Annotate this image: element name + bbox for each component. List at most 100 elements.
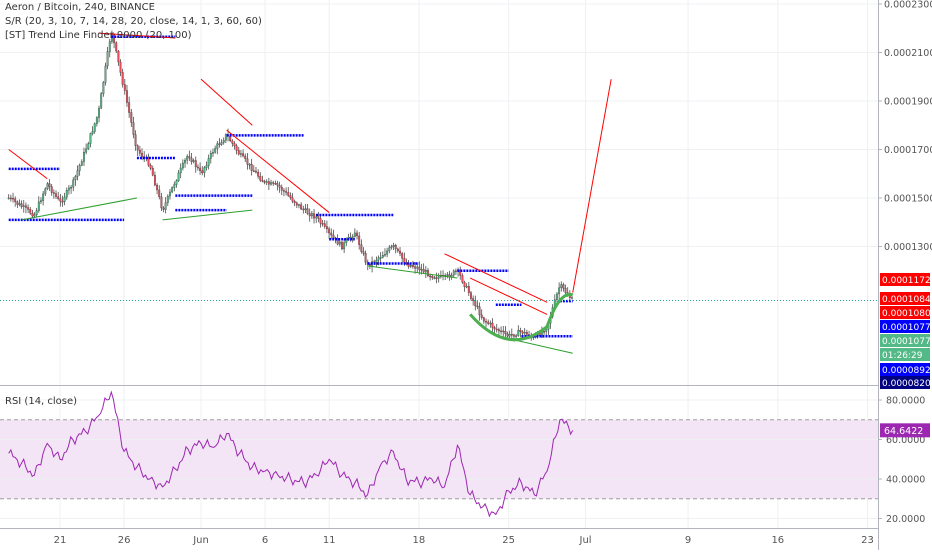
candle-body: [427, 270, 429, 277]
candle-body: [351, 236, 354, 238]
rsi-band-fill: [0, 419, 878, 499]
time-tick-label: 18: [413, 535, 426, 546]
candle-body: [207, 158, 210, 166]
candle-body: [280, 187, 283, 191]
time-tick-label: Jun: [192, 535, 209, 546]
rsi-tick-label: 60.0000: [886, 435, 925, 446]
time-tick-label: 6: [262, 535, 268, 546]
candle-body: [123, 84, 126, 91]
candle-body: [235, 145, 238, 151]
price-badge: [880, 273, 930, 286]
candle-body: [560, 284, 563, 289]
candle-body: [175, 180, 178, 185]
price-badge-label: 0.00011725: [882, 276, 932, 286]
rsi-legend: RSI (14, close): [5, 395, 77, 409]
candle-body: [399, 250, 401, 254]
candle-body: [545, 329, 548, 332]
candle-body: [521, 331, 524, 334]
candle-body: [304, 208, 307, 211]
candle-body: [12, 197, 14, 200]
candle-body: [332, 234, 335, 238]
candle-body: [349, 236, 352, 239]
candle-body: [308, 213, 311, 217]
candle-body: [205, 165, 208, 168]
candle-body: [29, 209, 32, 214]
candle-body: [429, 275, 432, 278]
candle-body: [463, 281, 466, 287]
candle-body: [117, 50, 120, 63]
candle-body: [360, 244, 363, 252]
price-badge: [880, 292, 930, 305]
candle-body: [119, 61, 122, 73]
candle-body: [437, 276, 440, 279]
candle-body: [571, 297, 573, 299]
candle-body: [108, 41, 111, 52]
candle-body: [44, 188, 47, 195]
candle-body: [377, 257, 380, 261]
candle-body: [364, 253, 367, 263]
candle-body: [401, 253, 404, 259]
candle-body: [500, 330, 503, 333]
candle-body: [353, 232, 356, 237]
candle-body: [502, 330, 505, 333]
candle-body: [130, 112, 133, 123]
candle-body: [270, 182, 272, 185]
candle-body: [16, 201, 19, 205]
candle-body: [67, 187, 70, 191]
time-tick-label: 23: [861, 535, 874, 546]
candle-body: [491, 322, 494, 328]
candle-body: [141, 152, 143, 157]
trend-line-down: [469, 277, 548, 315]
candle-body: [93, 123, 96, 132]
candle-body: [115, 42, 118, 52]
rsi-label: RSI (14, close): [5, 396, 78, 407]
candle-body: [315, 216, 318, 219]
candle-body: [70, 187, 73, 189]
candle-body: [384, 254, 386, 256]
time-tick-label: 26: [118, 535, 131, 546]
time-tick-label: 9: [685, 535, 691, 546]
candle-body: [156, 184, 159, 191]
candle-body: [91, 131, 94, 134]
candle-body: [199, 167, 202, 171]
candle-body: [237, 150, 240, 155]
trend-line-down: [200, 78, 253, 126]
candle-body: [242, 153, 245, 157]
candle-body: [203, 167, 206, 174]
candle-body: [485, 321, 487, 323]
candle-body: [420, 269, 423, 271]
candle-body: [153, 175, 156, 186]
candle-body: [100, 93, 103, 109]
rsi-tick-label: 40.0000: [886, 475, 925, 486]
candle-body: [282, 190, 285, 192]
candle-body: [72, 179, 75, 188]
candle-body: [302, 208, 305, 211]
candle-body: [216, 143, 219, 149]
candle-body: [306, 208, 309, 214]
candle-body: [362, 251, 365, 254]
candle-body: [231, 140, 234, 144]
trend-line-down: [8, 149, 48, 179]
candle-body: [375, 260, 378, 263]
candle-body: [61, 201, 64, 203]
candle-body: [179, 167, 182, 174]
candle-body: [33, 214, 36, 217]
trend-line-down: [444, 253, 548, 303]
candle-body: [341, 241, 343, 250]
time-tick-label: 11: [323, 535, 336, 546]
candle-body: [321, 223, 324, 225]
candle-body: [169, 191, 171, 197]
candle-body: [510, 334, 513, 336]
price-badge-label: 0.00008201: [882, 379, 932, 389]
rsi-value-badge: [880, 423, 930, 438]
candle-body: [252, 170, 255, 172]
candle-body: [55, 193, 57, 197]
price-tick-label: 0.00021000: [884, 48, 932, 59]
candle-body: [104, 65, 107, 83]
candle-body: [158, 189, 161, 198]
main-legend: Aeron / Bitcoin, 240, BINANCE S/R (20, 3…: [5, 1, 262, 43]
candle-body: [506, 333, 509, 337]
candle-body: [50, 186, 53, 193]
candle-body: [562, 284, 565, 289]
